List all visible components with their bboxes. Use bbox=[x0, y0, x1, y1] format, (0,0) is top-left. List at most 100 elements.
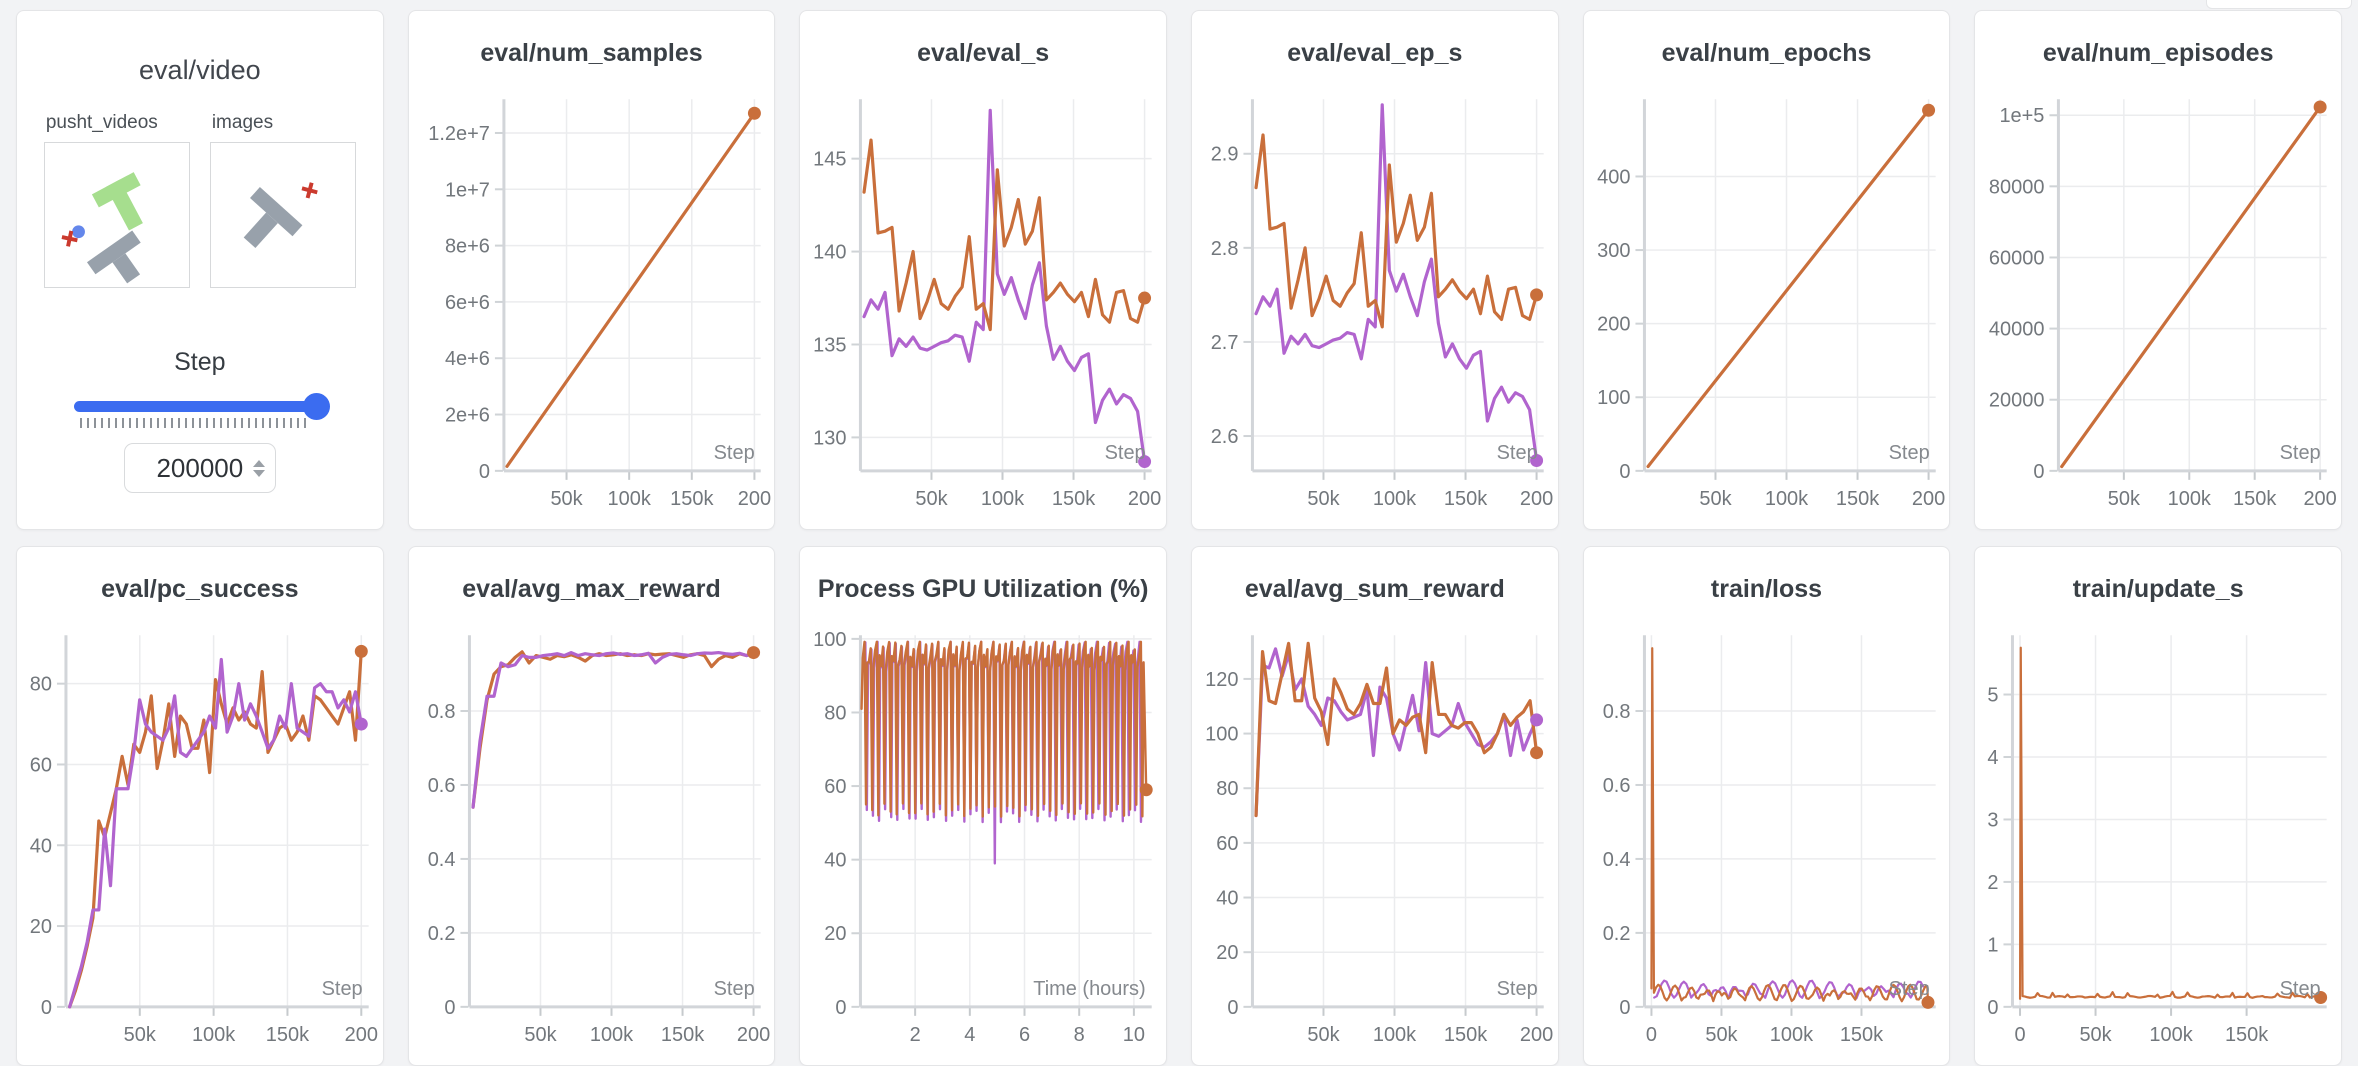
svg-text:50k: 50k bbox=[550, 488, 583, 510]
chart-title: eval/eval_ep_s bbox=[1287, 39, 1463, 67]
svg-text:0: 0 bbox=[444, 997, 455, 1019]
svg-text:0.8: 0.8 bbox=[427, 701, 455, 723]
svg-text:150k: 150k bbox=[1444, 1024, 1488, 1046]
panel-eval-eval-s: eval/eval_s 130 135 140 145 50k 100k 150k 200 St… bbox=[799, 10, 1167, 530]
svg-text:10: 10 bbox=[1123, 1024, 1145, 1046]
svg-text:200: 200 bbox=[1520, 1024, 1553, 1046]
panel-eval-pc-success: eval/pc_success 0 20 40 60 80 50k 100k 150k 200 S… bbox=[16, 546, 384, 1066]
svg-text:4: 4 bbox=[1988, 747, 1999, 769]
svg-text:8e+6: 8e+6 bbox=[445, 236, 490, 258]
svg-text:40: 40 bbox=[30, 835, 52, 857]
svg-text:Step: Step bbox=[1888, 978, 1929, 1000]
svg-text:Time (hours): Time (hours) bbox=[1034, 978, 1146, 1000]
stepper-up-icon[interactable] bbox=[252, 459, 265, 467]
chart-canvas[interactable]: 2.6 2.7 2.8 2.9 50k 100k 150k 200 Step bbox=[1192, 91, 1558, 527]
media-thumb-label: images bbox=[211, 112, 274, 133]
step-slider[interactable] bbox=[73, 393, 330, 433]
svg-text:2.9: 2.9 bbox=[1211, 144, 1239, 166]
panel-eval-avg-sum-reward: eval/avg_sum_reward 0 20 40 60 80 100 120 50k 10… bbox=[1190, 546, 1559, 1066]
chart-canvas[interactable]: 0 100 200 300 400 50k 100k 150k 200 Step bbox=[1584, 91, 1950, 527]
svg-text:0: 0 bbox=[478, 461, 489, 483]
svg-text:150k: 150k bbox=[2225, 1024, 2269, 1046]
pusht-image-drawing bbox=[243, 182, 318, 249]
pusht-frame-drawing bbox=[61, 172, 143, 284]
svg-text:1e+7: 1e+7 bbox=[445, 179, 490, 201]
svg-text:50k: 50k bbox=[2080, 1024, 2113, 1046]
svg-text:0: 0 bbox=[2034, 461, 2045, 483]
svg-text:50k: 50k bbox=[916, 488, 949, 510]
panel-eval-num-samples: eval/num_samples 0 2e+6 4e+6 6e+6 8e+6 1e+7 1.… bbox=[407, 10, 776, 530]
media-thumb-label: pusht_videos bbox=[45, 112, 158, 133]
chart-canvas[interactable]: 0 0.2 0.4 0.6 0.8 50k 100k 150k 200 Step bbox=[409, 627, 775, 1063]
chart-canvas[interactable]: 0 0.2 0.4 0.6 0.8 0 50k 100k 150k Step bbox=[1584, 627, 1950, 1063]
svg-text:20: 20 bbox=[30, 916, 52, 938]
target-cross-icon bbox=[61, 230, 78, 247]
svg-text:0.8: 0.8 bbox=[1602, 701, 1630, 723]
svg-text:100k: 100k bbox=[590, 1024, 634, 1046]
slider-track[interactable] bbox=[73, 401, 326, 412]
svg-text:50k: 50k bbox=[124, 1024, 157, 1046]
chart-title: eval/pc_success bbox=[101, 575, 299, 603]
chart-canvas[interactable]: 0 2e+6 4e+6 6e+6 8e+6 1e+7 1.2e+7 50k 100k 150k 20… bbox=[409, 91, 775, 527]
svg-text:20: 20 bbox=[825, 923, 847, 945]
svg-text:Step: Step bbox=[2280, 978, 2321, 1000]
svg-text:200: 200 bbox=[737, 488, 770, 510]
svg-text:0: 0 bbox=[1988, 997, 1999, 1019]
svg-text:100: 100 bbox=[813, 629, 846, 651]
svg-text:2.7: 2.7 bbox=[1211, 332, 1239, 354]
svg-text:50k: 50k bbox=[1307, 1024, 1340, 1046]
video-thumbnail-pusht[interactable] bbox=[43, 142, 190, 288]
svg-text:6: 6 bbox=[1019, 1024, 1030, 1046]
svg-text:100k: 100k bbox=[1373, 488, 1417, 510]
svg-text:50k: 50k bbox=[524, 1024, 557, 1046]
chart-canvas[interactable]: 0 20 40 60 80 100 2 4 6 8 10 Time (hours) bbox=[800, 627, 1166, 1063]
svg-text:100k: 100k bbox=[1765, 488, 1809, 510]
svg-text:300: 300 bbox=[1597, 240, 1630, 262]
svg-text:Step: Step bbox=[1497, 442, 1538, 464]
svg-text:2e+6: 2e+6 bbox=[445, 405, 490, 427]
svg-text:3: 3 bbox=[1988, 809, 1999, 831]
svg-text:8: 8 bbox=[1074, 1024, 1085, 1046]
svg-text:Step: Step bbox=[713, 978, 754, 1000]
panel-eval-num-epochs: eval/num_epochs 0 100 200 300 400 50k 100k 150k… bbox=[1582, 10, 1951, 530]
chart-title: eval/num_epochs bbox=[1661, 39, 1872, 67]
svg-text:0.6: 0.6 bbox=[427, 775, 455, 797]
stepper-down-icon[interactable] bbox=[252, 469, 265, 477]
svg-text:0: 0 bbox=[1619, 461, 1630, 483]
svg-text:Step: Step bbox=[1497, 978, 1538, 1000]
svg-text:140: 140 bbox=[813, 242, 846, 264]
svg-text:100k: 100k bbox=[2150, 1024, 2194, 1046]
svg-text:150k: 150k bbox=[670, 488, 714, 510]
chart-title: eval/num_samples bbox=[480, 39, 703, 67]
partial-panel-above bbox=[2206, 0, 2352, 9]
svg-text:200: 200 bbox=[737, 1024, 770, 1046]
stepper bbox=[252, 444, 265, 492]
svg-text:80000: 80000 bbox=[1989, 176, 2045, 198]
svg-text:20000: 20000 bbox=[1989, 390, 2045, 412]
svg-text:0: 0 bbox=[1646, 1024, 1657, 1046]
chart-title: train/loss bbox=[1710, 575, 1823, 603]
svg-text:150k: 150k bbox=[1836, 488, 1880, 510]
svg-text:2.6: 2.6 bbox=[1211, 426, 1239, 448]
svg-text:Step: Step bbox=[1105, 442, 1146, 464]
svg-text:4: 4 bbox=[965, 1024, 976, 1046]
step-input[interactable]: 200000 bbox=[123, 443, 276, 493]
chart-canvas[interactable]: 0 20 40 60 80 50k 100k 150k 200 Step bbox=[17, 627, 383, 1063]
svg-text:400: 400 bbox=[1597, 166, 1630, 188]
chart-canvas[interactable]: 0 20 40 60 80 100 120 50k 100k 150k 200 Step bbox=[1192, 627, 1558, 1063]
slider-tick-marks bbox=[79, 418, 310, 428]
svg-text:0.2: 0.2 bbox=[427, 923, 455, 945]
svg-text:100k: 100k bbox=[192, 1024, 236, 1046]
slider-thumb[interactable] bbox=[302, 393, 330, 420]
svg-text:5: 5 bbox=[1988, 685, 1999, 707]
svg-text:4e+6: 4e+6 bbox=[445, 348, 490, 370]
image-thumbnail[interactable] bbox=[209, 142, 356, 288]
media-thumb-pusht-videos: pusht_videos bbox=[43, 112, 190, 288]
chart-canvas[interactable]: 130 135 140 145 50k 100k 150k 200 Step bbox=[800, 91, 1166, 527]
svg-text:40: 40 bbox=[1216, 888, 1238, 910]
svg-text:100k: 100k bbox=[981, 488, 1025, 510]
svg-text:200: 200 bbox=[2304, 488, 2337, 510]
target-cross-icon bbox=[301, 182, 318, 199]
chart-canvas[interactable]: 0 20000 40000 60000 80000 1e+5 50k 100k 150k 200 S… bbox=[1975, 91, 2341, 527]
chart-canvas[interactable]: 0 1 2 3 4 5 0 50k 100k 150k Step bbox=[1975, 627, 2341, 1063]
